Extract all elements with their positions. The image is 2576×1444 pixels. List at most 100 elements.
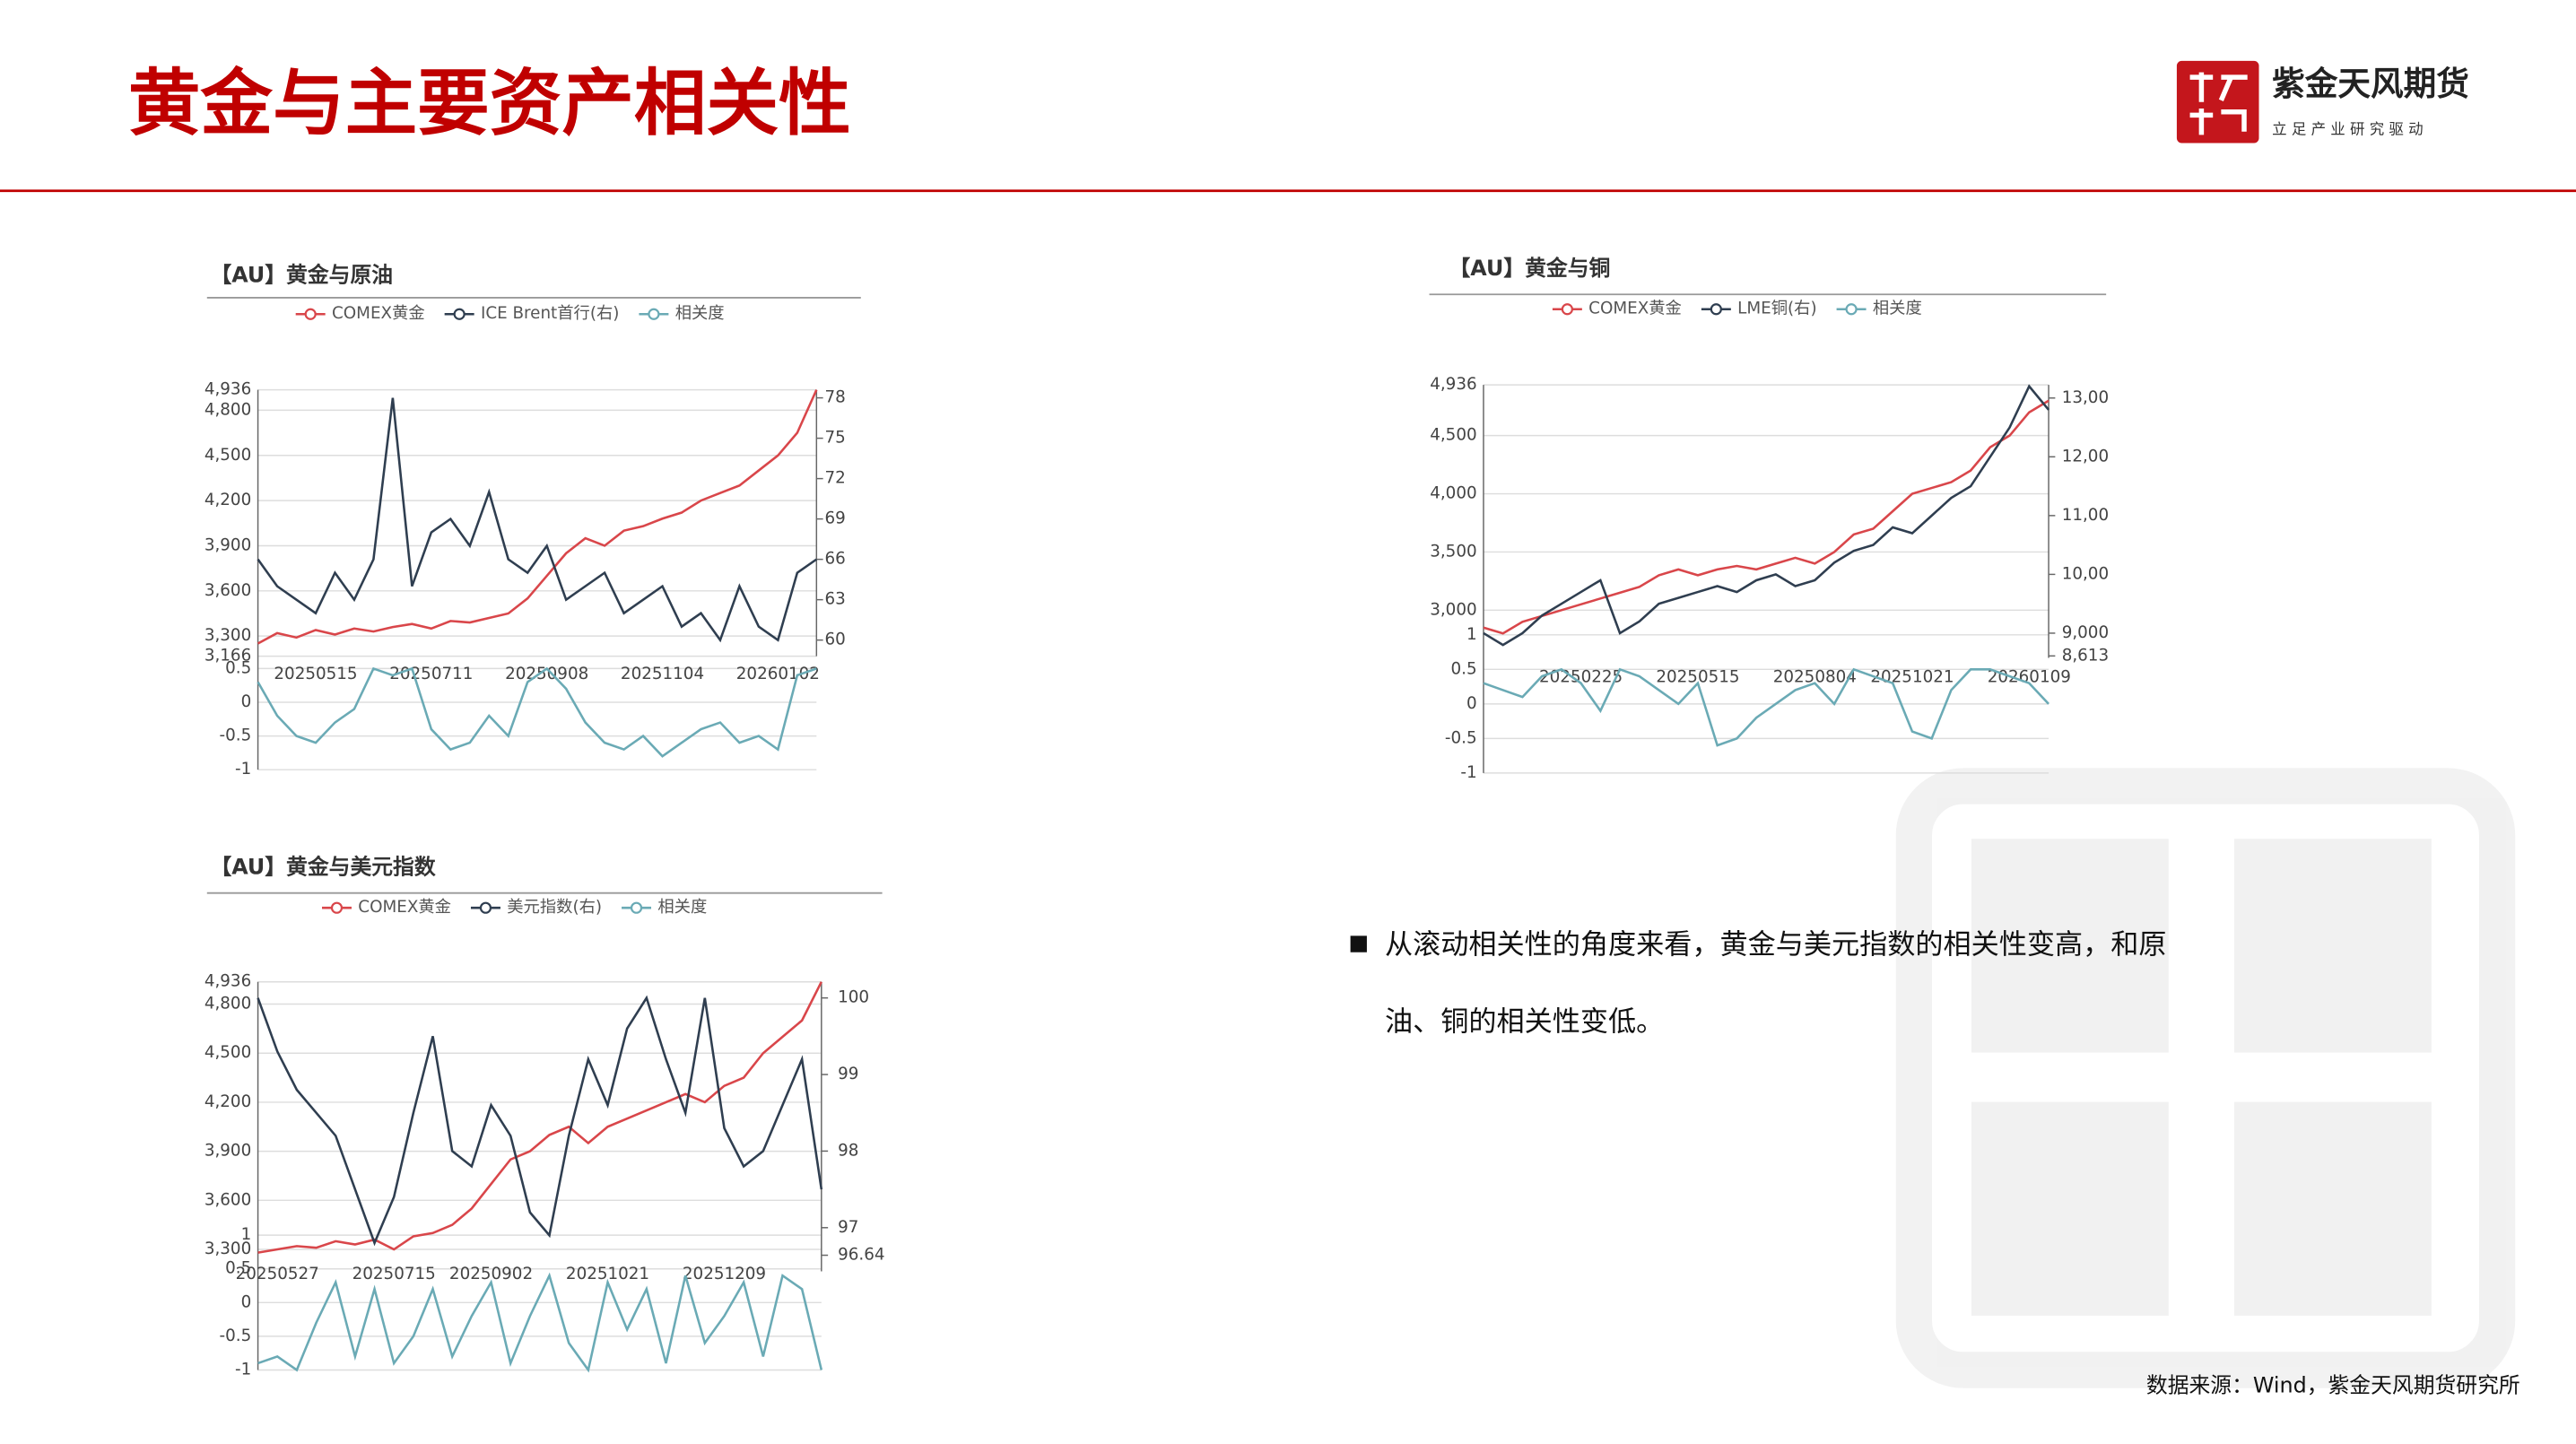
y3-tick-label: 0 <box>241 1292 252 1311</box>
y3-tick-label: 0.5 <box>225 1259 251 1278</box>
bullet-text: 油、铜的相关性变低。 <box>1385 1006 1664 1039</box>
legend-marker <box>648 308 660 320</box>
legend-label: 相关度 <box>657 898 707 917</box>
legend-label: COMEX黄金 <box>358 898 451 917</box>
y2-tick-label: 99 <box>838 1065 858 1083</box>
x-tick-label: 20250515 <box>274 665 357 683</box>
series-line <box>257 1272 823 1373</box>
series-line <box>257 389 818 645</box>
chart-title: 【AU】黄金与铜 <box>1449 256 1611 281</box>
legend-marker <box>453 308 466 320</box>
source-note: 数据来源：Wind，紫金天风期货研究所 <box>2146 1372 2520 1397</box>
y3-tick-label: -0.5 <box>220 1327 252 1345</box>
chart: 【AU】黄金与铜 3,000 3,500 4,000 4,500 4,936 8,613 9,… <box>1429 256 2109 782</box>
legend-label: ICE Brent首行(右) <box>481 304 619 323</box>
legend-label: 相关度 <box>1873 300 1922 318</box>
y-tick-label: 3,300 <box>205 626 251 645</box>
x-tick-label: 20250711 <box>389 665 473 683</box>
series-line <box>1483 399 2049 635</box>
y-tick-label: 4,800 <box>205 400 251 419</box>
series-line <box>257 995 823 1247</box>
y2-tick-label: 8,613 <box>2062 646 2109 665</box>
legend-marker <box>330 901 344 914</box>
y2-tick-label: 72 <box>824 469 845 488</box>
bullet-text: 从滚动相关性的角度来看，黄金与美元指数的相关性变高，和原 <box>1385 928 2166 961</box>
x-tick-label: 20250527 <box>236 1265 319 1283</box>
watermark <box>1895 768 2516 1388</box>
y2-tick-label: 63 <box>824 590 845 609</box>
y3-tick-label: -1 <box>1460 763 1476 782</box>
y3-tick-label: 1 <box>241 1225 252 1244</box>
series-line <box>257 981 822 1254</box>
y3-tick-label: -0.5 <box>220 726 252 745</box>
x-tick-label: 20251021 <box>566 1265 649 1283</box>
chart: 【AU】黄金与美元指数 3,300 3,600 3,900 4,200 4,500 4,80… <box>205 855 885 1379</box>
y3-tick-label: 0.5 <box>225 658 251 677</box>
legend-label: LME铜(右) <box>1737 300 1816 318</box>
y2-tick-label: 100 <box>838 988 869 1007</box>
y2-tick-label: 75 <box>824 429 845 448</box>
y-tick-label: 3,600 <box>205 1190 251 1209</box>
x-tick-label: 20251021 <box>1870 667 1954 686</box>
x-tick-label: 20251209 <box>683 1265 766 1283</box>
y3-tick-label: -1 <box>235 760 251 779</box>
x-tick-label: 20250804 <box>1773 667 1857 686</box>
y-tick-label: 4,200 <box>205 491 251 509</box>
x-tick-label: 20250515 <box>1656 667 1739 686</box>
y-tick-label: 4,936 <box>205 380 251 399</box>
chart-title: 【AU】黄金与原油 <box>210 263 393 288</box>
y2-tick-label: 12,00 <box>2062 447 2109 465</box>
y-tick-label: 4,936 <box>205 972 251 991</box>
legend-marker <box>1710 303 1722 316</box>
y2-tick-label: 60 <box>824 631 845 649</box>
y-tick-label: 3,000 <box>1430 600 1476 619</box>
y-tick-label: 3,600 <box>205 581 251 600</box>
x-tick-label: 20250908 <box>505 665 588 683</box>
series-line <box>257 397 818 643</box>
logo-name: 紫金天风期货 <box>2272 65 2469 103</box>
y-tick-label: 3,900 <box>205 535 251 554</box>
y3-tick-label: 0.5 <box>1451 659 1477 678</box>
y2-tick-label: 13,00 <box>2062 388 2109 407</box>
y2-tick-label: 9,000 <box>2062 623 2109 642</box>
bullet <box>1350 935 1367 953</box>
legend-marker <box>1561 303 1573 316</box>
legend-marker <box>479 901 492 914</box>
chart: 【AU】黄金与原油 3,166 3,300 3,600 3,900 4,200 4,500 4… <box>205 263 861 779</box>
y-tick-label: 3,166 <box>205 647 251 665</box>
x-tick-label: 20251104 <box>621 665 704 683</box>
y2-tick-label: 78 <box>824 388 845 407</box>
x-tick-label: 20250715 <box>352 1265 436 1283</box>
logo <box>2176 60 2259 144</box>
y-tick-label: 4,500 <box>1430 426 1476 445</box>
x-tick-label: 20260109 <box>1988 667 2071 686</box>
y2-tick-label: 10,00 <box>2062 564 2109 583</box>
y3-tick-label: -1 <box>235 1360 251 1379</box>
y-tick-label: 4,500 <box>205 446 251 465</box>
y-tick-label: 4,000 <box>1430 484 1476 503</box>
y2-tick-label: 98 <box>838 1141 858 1160</box>
y3-tick-label: 1 <box>1466 625 1477 644</box>
y-tick-label: 4,936 <box>1430 375 1476 394</box>
y-tick-label: 4,200 <box>205 1092 251 1111</box>
legend-label: 美元指数(右) <box>507 898 602 917</box>
y3-tick-label: 0 <box>1466 694 1477 713</box>
chart-title: 【AU】黄金与美元指数 <box>210 855 435 880</box>
legend-label: COMEX黄金 <box>332 304 425 323</box>
legend-marker <box>304 308 317 320</box>
legend-label: COMEX黄金 <box>1588 300 1682 318</box>
y2-tick-label: 96.64 <box>838 1246 884 1265</box>
y2-tick-label: 66 <box>824 550 845 569</box>
y2-tick-label: 69 <box>824 509 845 528</box>
legend-marker <box>1845 303 1858 316</box>
y-tick-label: 3,900 <box>205 1142 251 1161</box>
series-line <box>1483 384 2050 647</box>
x-tick-label: 20250225 <box>1539 667 1623 686</box>
y2-tick-label: 97 <box>838 1218 858 1237</box>
logo-slogan: 立 足 产 业 研 究 驱 动 <box>2272 120 2423 137</box>
y-tick-label: 3,300 <box>205 1240 251 1258</box>
x-tick-label: 20260102 <box>736 665 820 683</box>
y2-tick-label: 11,00 <box>2062 506 2109 525</box>
